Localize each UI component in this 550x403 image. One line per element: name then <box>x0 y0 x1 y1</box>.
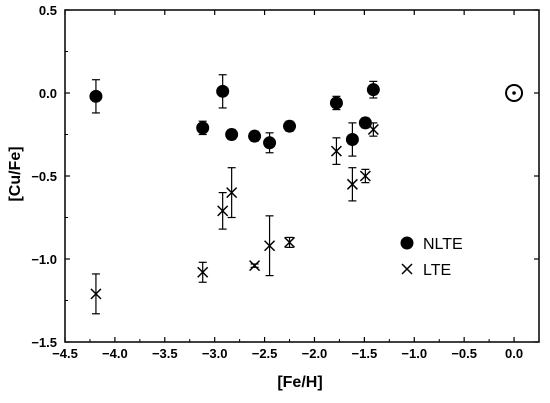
lte-marker-stroke <box>330 145 342 157</box>
nlte-point <box>216 74 230 109</box>
nlte-point <box>225 128 239 141</box>
nlte-point <box>345 122 359 157</box>
lte-marker-stroke <box>249 260 261 272</box>
sun-symbol <box>505 84 524 102</box>
y-tick-label: 0.5 <box>39 3 57 18</box>
nlte-marker <box>263 136 277 150</box>
nlte-marker <box>283 119 297 133</box>
nlte-marker <box>89 89 103 103</box>
x-tick-label: −1.0 <box>401 346 427 361</box>
sun-symbol-ring <box>505 84 524 102</box>
nlte-marker <box>248 129 262 143</box>
lte-point <box>264 215 276 277</box>
nlte-point <box>358 116 372 130</box>
nlte-marker <box>358 116 372 130</box>
nlte-point <box>329 95 343 111</box>
lte-marker-stroke <box>367 123 379 136</box>
lte-marker-stroke <box>197 266 209 278</box>
y-tick-label: −1.0 <box>31 252 57 267</box>
lte-marker-stroke <box>359 170 371 182</box>
nlte-point <box>283 119 297 133</box>
lte-marker-stroke <box>283 236 296 248</box>
lte-point <box>283 236 296 248</box>
lte-point <box>330 137 342 165</box>
legend: NLTE LTE <box>400 236 463 279</box>
nlte-marker <box>366 83 380 97</box>
legend-nlte-label: NLTE <box>423 236 463 253</box>
lte-point <box>359 168 371 184</box>
nlte-point <box>89 79 103 114</box>
nlte-marker <box>216 84 230 98</box>
lte-marker-stroke <box>226 187 238 199</box>
x-tick-label: −0.5 <box>451 346 477 361</box>
y-tick-label: −0.5 <box>31 169 57 184</box>
x-tick-label: −1.5 <box>352 346 378 361</box>
legend-lte-marker <box>401 263 413 275</box>
x-tick-label: −3.5 <box>152 346 178 361</box>
x-tick-label: 0.0 <box>505 346 523 361</box>
legend-nlte-marker <box>400 236 414 250</box>
x-tick-label: −2.5 <box>252 346 278 361</box>
nlte-point <box>196 120 210 136</box>
plot-frame <box>64 9 540 343</box>
lte-marker-stroke <box>346 178 358 190</box>
x-tick-label: −4.5 <box>52 346 78 361</box>
x-tick-label: −2.0 <box>302 346 328 361</box>
legend-item-nlte: NLTE <box>400 236 463 253</box>
lte-marker-stroke <box>264 240 276 252</box>
sun-symbol-dot <box>512 91 516 95</box>
nlte-point <box>248 129 262 143</box>
lte-point <box>217 192 229 230</box>
y-tick-label: −1.5 <box>31 335 57 350</box>
legend-lte-label: LTE <box>423 262 451 279</box>
nlte-point <box>366 80 380 99</box>
x-tick-label: −4.0 <box>102 346 128 361</box>
y-tick-label: 0.0 <box>39 86 57 101</box>
lte-point <box>226 167 238 219</box>
lte-point <box>197 261 209 283</box>
nlte-marker <box>329 96 343 110</box>
lte-marker-stroke <box>90 288 102 300</box>
y-axis-title: [Cu/Fe] <box>7 146 24 201</box>
nlte-point <box>263 132 277 154</box>
lte-point <box>90 273 102 315</box>
legend-item-lte: LTE <box>401 262 451 279</box>
lte-point <box>346 167 358 202</box>
x-axis-title: [Fe/H] <box>277 374 322 391</box>
lte-point <box>367 122 379 137</box>
nlte-marker <box>345 132 359 146</box>
lte-marker-stroke <box>217 205 229 217</box>
nlte-marker <box>196 121 210 135</box>
x-tick-label: −3.0 <box>202 346 228 361</box>
nlte-marker <box>225 128 239 141</box>
lte-point <box>249 260 261 272</box>
